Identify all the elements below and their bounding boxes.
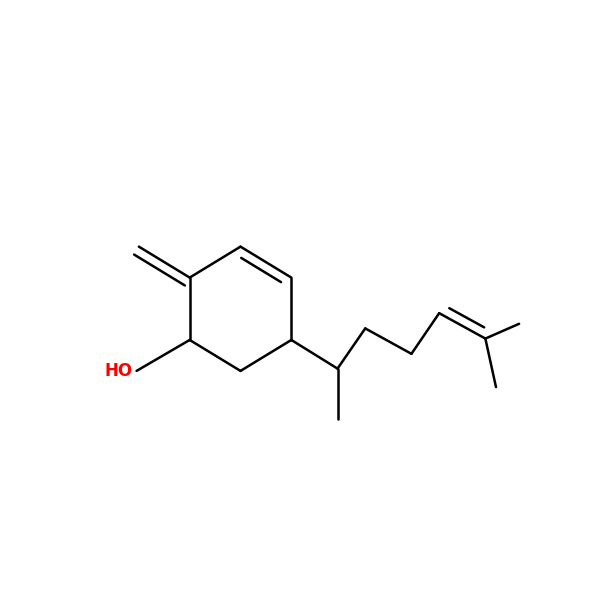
Text: HO: HO [105, 362, 133, 380]
